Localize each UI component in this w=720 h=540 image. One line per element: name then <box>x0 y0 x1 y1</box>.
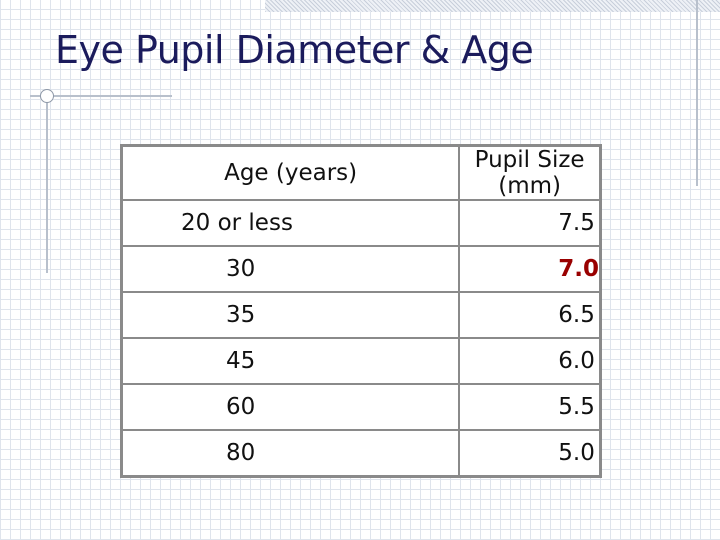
size-cell: 6.5 <box>458 291 602 339</box>
age-cell: 30 <box>120 245 461 293</box>
decor-line <box>46 95 48 273</box>
slide-title: Eye Pupil Diameter & Age <box>55 28 534 72</box>
data-table: Age (years) Pupil Size (mm) 20 or less 7… <box>120 144 602 478</box>
header-row: Age (years) Pupil Size (mm) <box>120 144 602 201</box>
table-row: 80 5.0 <box>120 429 602 478</box>
decor-circle <box>40 89 54 103</box>
size-cell: 6.0 <box>458 337 602 385</box>
decor-line <box>696 0 698 186</box>
size-cell: 5.5 <box>458 383 602 431</box>
column-header: Age (years) <box>120 144 461 201</box>
size-cell: 7.0 <box>458 245 602 293</box>
size-cell: 7.5 <box>458 199 602 247</box>
age-cell: 20 or less <box>120 199 461 247</box>
table-row: 60 5.5 <box>120 383 602 431</box>
table-row: 45 6.0 <box>120 337 602 385</box>
age-cell: 45 <box>120 337 461 385</box>
age-cell: 80 <box>120 429 461 478</box>
age-cell: 35 <box>120 291 461 339</box>
table-row: 20 or less 7.5 <box>120 199 602 247</box>
table-row: 30 7.0 <box>120 245 602 293</box>
age-cell: 60 <box>120 383 461 431</box>
column-header: Pupil Size (mm) <box>458 144 602 201</box>
table-row: 35 6.5 <box>120 291 602 339</box>
decor-line <box>30 95 172 97</box>
size-cell: 5.0 <box>458 429 602 478</box>
decor-band <box>265 0 720 12</box>
